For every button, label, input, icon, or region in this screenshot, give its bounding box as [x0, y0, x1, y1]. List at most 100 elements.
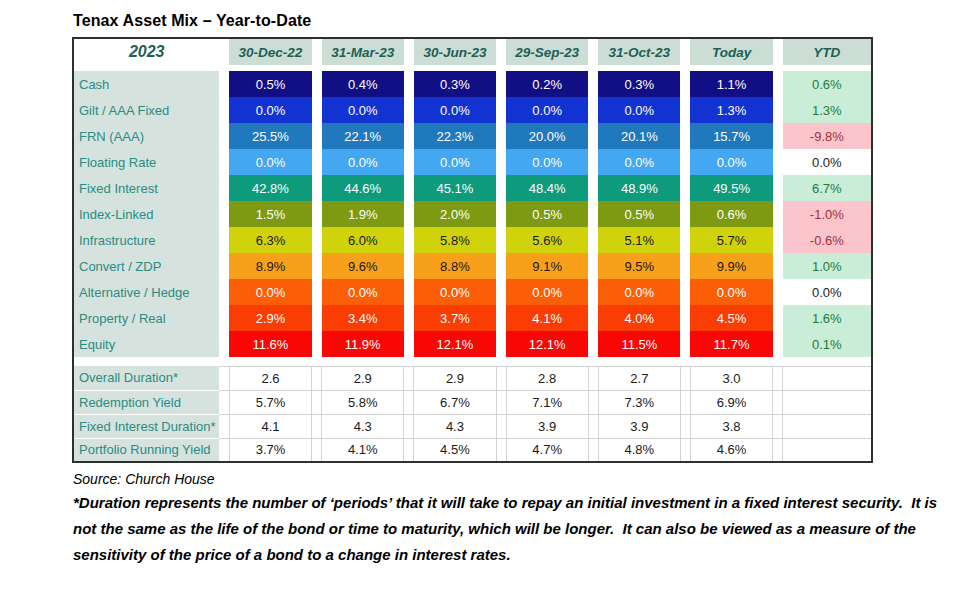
column-gutter [588, 366, 598, 390]
metric-value-cell: 4.7% [506, 438, 588, 462]
column-gutter [773, 331, 783, 357]
asset-mix-table: 2023 30-Dec-22 31-Mar-23 30-Jun-23 29-Se… [72, 37, 873, 463]
column-gutter [680, 305, 690, 331]
ytd-value-cell: -9.8% [783, 123, 872, 149]
column-gutter [496, 201, 506, 227]
metric-value-cell: 4.1 [229, 414, 311, 438]
column-gutter [404, 253, 414, 279]
asset-value-cell: 0.0% [322, 97, 404, 123]
column-gutter [680, 97, 690, 123]
column-gutter [680, 390, 690, 414]
asset-value-cell: 12.1% [414, 331, 496, 357]
metric-value-cell: 3.0 [690, 366, 772, 390]
asset-table-row: Gilt / AAA Fixed 0.0% 0.0% 0.0% 0.0% 0.0… [73, 97, 872, 123]
metric-value-cell: 3.9 [506, 414, 588, 438]
asset-value-cell: 9.5% [598, 253, 680, 279]
ytd-value-cell: 0.1% [783, 331, 872, 357]
column-gutter [219, 97, 229, 123]
asset-value-cell: 0.4% [322, 71, 404, 97]
asset-value-cell: 6.3% [229, 227, 311, 253]
column-gutter [312, 253, 322, 279]
asset-value-cell: 0.3% [414, 71, 496, 97]
column-gutter [588, 38, 598, 65]
asset-value-cell: 0.0% [598, 97, 680, 123]
asset-value-cell: 25.5% [229, 123, 311, 149]
column-gutter [312, 201, 322, 227]
column-gutter [680, 149, 690, 175]
column-gutter [312, 123, 322, 149]
column-gutter [404, 414, 414, 438]
page-title: Tenax Asset Mix – Year-to-Date [73, 12, 964, 30]
asset-value-cell: 0.0% [229, 149, 311, 175]
column-gutter [773, 279, 783, 305]
metric-value-cell: 3.9 [598, 414, 680, 438]
column-gutter [496, 149, 506, 175]
metric-value-cell: 6.7% [414, 390, 496, 414]
column-gutter [219, 414, 229, 438]
asset-value-cell: 8.8% [414, 253, 496, 279]
asset-rows-section: Cash 0.5% 0.4% 0.3% 0.2% 0.3% 1.1% 0.6% … [73, 71, 872, 357]
column-header-oct: 31-Oct-23 [598, 38, 680, 65]
column-gutter [496, 38, 506, 65]
asset-value-cell: 11.6% [229, 331, 311, 357]
column-gutter [496, 390, 506, 414]
column-gutter [588, 97, 598, 123]
column-gutter [588, 414, 598, 438]
asset-value-cell: 0.5% [229, 71, 311, 97]
asset-value-cell: 9.6% [322, 253, 404, 279]
column-gutter [773, 253, 783, 279]
column-header-dec: 30-Dec-22 [229, 38, 311, 65]
column-gutter [404, 38, 414, 65]
ytd-value-cell: 0.6% [783, 71, 872, 97]
column-gutter [404, 305, 414, 331]
metric-value-cell: 5.8% [322, 390, 404, 414]
metric-value-cell: 2.6 [229, 366, 311, 390]
column-gutter [588, 201, 598, 227]
asset-value-cell: 2.9% [229, 305, 311, 331]
asset-table-row: Equity 11.6% 11.9% 12.1% 12.1% 11.5% 11.… [73, 331, 872, 357]
table-header-row: 2023 30-Dec-22 31-Mar-23 30-Jun-23 29-Se… [73, 38, 872, 65]
column-gutter [496, 279, 506, 305]
column-gutter [680, 279, 690, 305]
asset-value-cell: 48.4% [506, 175, 588, 201]
column-gutter [680, 366, 690, 390]
metric-value-cell: 2.7 [598, 366, 680, 390]
column-header-mar: 31-Mar-23 [322, 38, 404, 65]
column-header-today: Today [690, 38, 772, 65]
asset-value-cell: 0.0% [414, 149, 496, 175]
column-gutter [312, 331, 322, 357]
asset-value-cell: 1.1% [690, 71, 772, 97]
column-gutter [312, 38, 322, 65]
column-gutter [773, 175, 783, 201]
metric-value-cell: 4.3 [414, 414, 496, 438]
section-spacer [73, 357, 872, 366]
metric-table-row: Fixed Interest Duration* 4.1 4.3 4.3 3.9… [73, 414, 872, 438]
ytd-value-cell: 0.0% [783, 279, 872, 305]
asset-value-cell: 3.4% [322, 305, 404, 331]
metric-table-row: Overall Duration* 2.6 2.9 2.9 2.8 2.7 3.… [73, 366, 872, 390]
column-gutter [312, 227, 322, 253]
asset-row-label: Cash [73, 71, 219, 97]
asset-value-cell: 15.7% [690, 123, 772, 149]
asset-value-cell: 0.0% [322, 149, 404, 175]
column-gutter [496, 414, 506, 438]
ytd-value-cell: -0.6% [783, 227, 872, 253]
asset-value-cell: 4.1% [506, 305, 588, 331]
metric-value-cell: 4.5% [414, 438, 496, 462]
column-gutter [588, 253, 598, 279]
column-gutter [588, 279, 598, 305]
metric-value-cell: 7.1% [506, 390, 588, 414]
metric-value-cell: 6.9% [690, 390, 772, 414]
column-gutter [219, 279, 229, 305]
year-header: 2023 [73, 38, 219, 65]
column-gutter [219, 438, 229, 462]
metric-value-cell: 5.7% [229, 390, 311, 414]
asset-value-cell: 0.5% [506, 201, 588, 227]
column-gutter [404, 279, 414, 305]
column-gutter [219, 38, 229, 65]
column-gutter [496, 97, 506, 123]
column-gutter [588, 331, 598, 357]
asset-value-cell: 0.0% [414, 279, 496, 305]
column-gutter [680, 331, 690, 357]
asset-value-cell: 44.6% [322, 175, 404, 201]
